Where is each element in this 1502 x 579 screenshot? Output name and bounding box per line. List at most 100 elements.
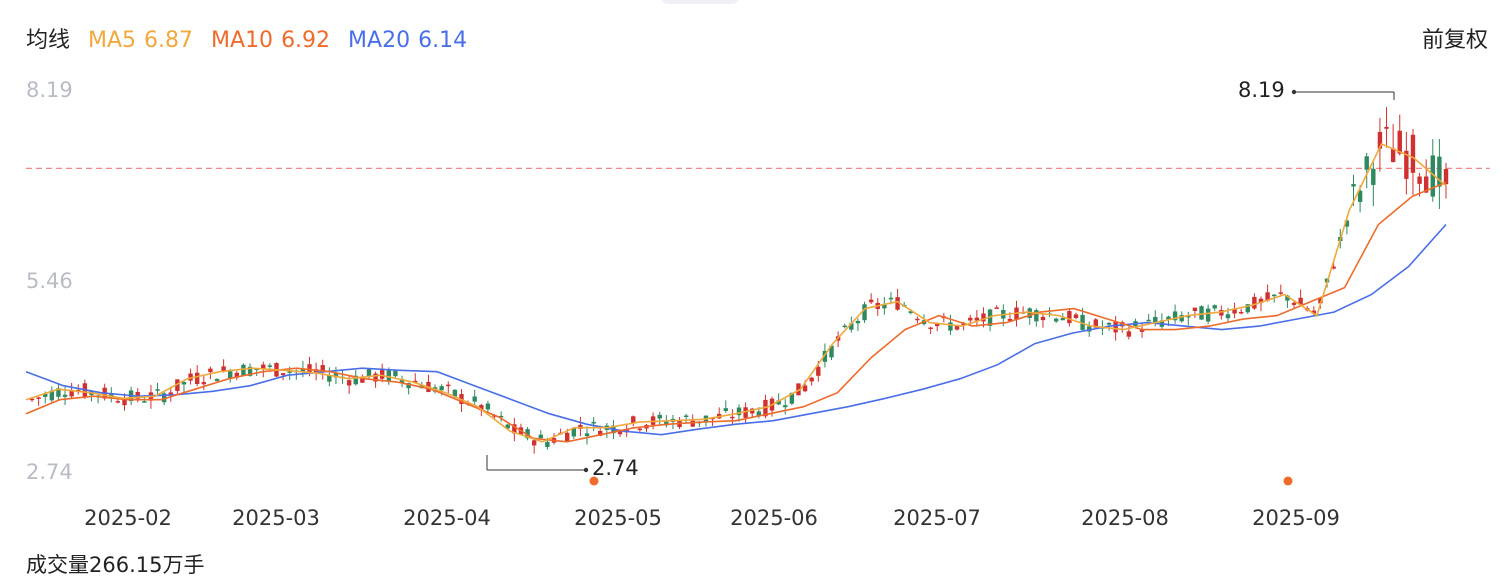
candle-body	[842, 325, 847, 328]
ma10-line	[25, 181, 1447, 443]
ma5-legend[interactable]: MA5 6.87	[88, 28, 193, 53]
candle-body	[353, 375, 358, 385]
adjust-mode-button[interactable]: 前复权	[1421, 28, 1488, 53]
ma5-value: 6.87	[144, 28, 194, 53]
candle-body	[1034, 310, 1039, 322]
ma5-line	[25, 142, 1447, 443]
candle-body	[122, 399, 127, 406]
candle-body	[631, 416, 636, 424]
candle-body	[750, 408, 755, 414]
candle-body	[783, 405, 788, 408]
candle-body	[538, 434, 543, 439]
candle-body	[829, 345, 834, 358]
kline-chart[interactable]	[0, 0, 1502, 540]
candle-body	[1331, 266, 1336, 269]
candle-body	[849, 323, 854, 330]
candle-body	[862, 304, 867, 321]
candle-body	[1384, 126, 1389, 129]
x-tick-label: 2025-02	[84, 506, 172, 530]
candle-body	[895, 297, 900, 310]
candle-body	[247, 366, 253, 376]
candle-body	[1423, 176, 1429, 193]
candle-body	[591, 421, 596, 424]
candle-body	[1126, 331, 1132, 337]
candle-body	[1377, 131, 1383, 149]
candle-body	[868, 299, 874, 303]
candle-body	[525, 429, 530, 439]
candle-body	[399, 379, 405, 383]
candle-body	[736, 407, 742, 416]
event-marker	[589, 476, 599, 486]
candle-body	[882, 303, 887, 309]
candle-body	[307, 364, 312, 373]
candle-body	[254, 368, 259, 371]
candle-body	[62, 394, 68, 397]
candle-body	[56, 388, 61, 397]
candle-body	[1067, 311, 1072, 324]
candle-body	[280, 373, 286, 376]
candle-body	[485, 403, 491, 410]
candle-body	[822, 350, 828, 362]
candle-body	[1245, 304, 1250, 313]
candle-body	[1179, 315, 1184, 322]
ma20-legend[interactable]: MA20 6.14	[348, 28, 467, 53]
candle-body	[531, 440, 537, 446]
candle-body	[1318, 298, 1323, 304]
volume-label: 成交量266.15万手	[26, 553, 205, 577]
candle-body	[1073, 314, 1079, 319]
candle-body	[228, 371, 233, 379]
candle-body	[446, 384, 451, 387]
candle-body	[1430, 155, 1435, 197]
candle-body	[974, 317, 980, 321]
ma10-value: 6.92	[281, 28, 331, 53]
candle-body	[888, 297, 894, 300]
candle-body	[1238, 311, 1244, 314]
candle-body	[479, 405, 484, 411]
x-tick-label: 2025-09	[1252, 506, 1340, 530]
candle-body	[928, 327, 933, 330]
candle-body	[961, 323, 966, 325]
candle-body	[109, 393, 114, 397]
candle-body	[1113, 321, 1118, 333]
candle-body	[954, 325, 960, 330]
candle-body	[161, 393, 167, 403]
x-tick-label: 2025-05	[574, 506, 662, 530]
candle-body	[809, 377, 814, 382]
candle-body	[379, 368, 385, 379]
candle-body	[1060, 318, 1065, 321]
candle-body	[915, 318, 920, 321]
candle-body	[505, 424, 510, 429]
candle-body	[1437, 156, 1442, 187]
candle-body	[1153, 316, 1158, 323]
candle-body	[1146, 319, 1151, 322]
candle-body	[1252, 296, 1257, 309]
candle-body	[1139, 329, 1145, 332]
candle-body	[1265, 292, 1270, 301]
candle-body	[135, 391, 140, 399]
candle-body	[743, 407, 748, 418]
candle-body	[327, 375, 332, 382]
ma-legend: 均线 MA5 6.87 MA10 6.92 MA20 6.14	[26, 22, 467, 54]
candle-body	[935, 323, 940, 327]
candle-body	[1086, 326, 1092, 332]
candle-body	[1040, 316, 1046, 321]
candle-body	[1219, 310, 1224, 316]
candle-body	[373, 373, 378, 382]
candle-body	[776, 400, 781, 405]
ma10-legend[interactable]: MA10 6.92	[211, 28, 330, 53]
candle-body	[1172, 311, 1178, 321]
candle-body	[261, 364, 266, 370]
x-tick-label: 2025-07	[893, 506, 981, 530]
candle-body	[1443, 169, 1449, 185]
event-marker	[1283, 476, 1293, 486]
ma-legend-title: 均线	[26, 28, 71, 53]
candle-body	[598, 430, 603, 436]
candle-body	[1225, 314, 1231, 319]
candle-body	[115, 401, 121, 403]
candle-body	[816, 366, 821, 376]
y-tick-label: 2.74	[26, 460, 73, 484]
candle-body	[393, 370, 398, 377]
candle-body	[1106, 322, 1112, 325]
candle-body	[690, 420, 695, 427]
candle-body	[756, 411, 762, 417]
